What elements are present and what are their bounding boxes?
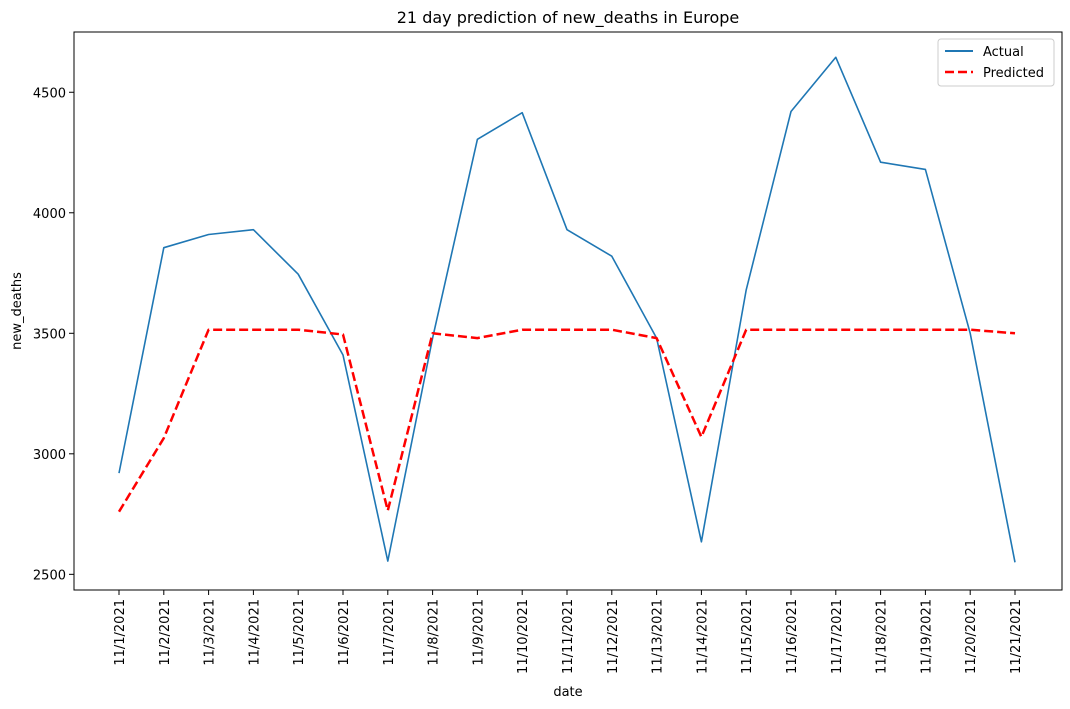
legend-label-actual: Actual xyxy=(983,45,1024,60)
x-tick-label: 11/7/2021 xyxy=(382,599,397,666)
x-tick-label: 11/6/2021 xyxy=(337,599,352,666)
x-tick-label: 11/4/2021 xyxy=(247,599,262,666)
y-tick-label: 2500 xyxy=(33,568,66,583)
x-tick-label: 11/8/2021 xyxy=(427,599,442,666)
x-tick-label: 11/20/2021 xyxy=(964,599,979,674)
x-tick-label: 11/17/2021 xyxy=(830,599,845,674)
x-tick-label: 11/5/2021 xyxy=(292,599,307,666)
x-tick-label: 11/18/2021 xyxy=(875,599,890,674)
legend: Actual Predicted xyxy=(937,38,1055,87)
x-tick-label: 11/11/2021 xyxy=(561,599,576,674)
y-tick-label: 3500 xyxy=(33,327,66,342)
x-tick-label: 11/3/2021 xyxy=(203,599,218,666)
x-tick-label: 11/9/2021 xyxy=(471,599,486,666)
y-tick-label: 4500 xyxy=(33,86,66,101)
series-line-actual xyxy=(118,56,1016,563)
plot-frame xyxy=(73,31,1063,591)
plot-area xyxy=(117,56,1016,563)
x-tick-label: 11/10/2021 xyxy=(516,599,531,674)
y-axis-label: new_deaths xyxy=(10,272,25,350)
x-tick-label: 11/2/2021 xyxy=(158,599,173,666)
y-tick-label: 4000 xyxy=(33,207,66,222)
x-tick-label: 11/13/2021 xyxy=(651,599,666,674)
x-tick-label: 11/1/2021 xyxy=(113,599,128,666)
series-line-predicted xyxy=(117,328,1016,513)
x-tick-label: 11/12/2021 xyxy=(606,599,621,674)
x-axis: 11/1/2021 11/2/2021 11/3/2021 11/4/2021 11/5… xyxy=(113,590,1024,674)
y-tick-label: 3000 xyxy=(33,448,66,463)
chart-title: 21 day prediction of new_deaths in Europ… xyxy=(397,8,739,28)
x-tick-label: 11/14/2021 xyxy=(695,599,710,674)
x-tick-label: 11/19/2021 xyxy=(919,599,934,674)
y-axis: 2500 3000 3500 4000 4500 xyxy=(33,86,74,583)
x-tick-label: 11/16/2021 xyxy=(785,599,800,674)
legend-label-predicted: Predicted xyxy=(983,66,1044,81)
x-axis-label: date xyxy=(553,685,582,700)
x-tick-label: 11/15/2021 xyxy=(740,599,755,674)
x-tick-label: 11/21/2021 xyxy=(1009,599,1024,674)
